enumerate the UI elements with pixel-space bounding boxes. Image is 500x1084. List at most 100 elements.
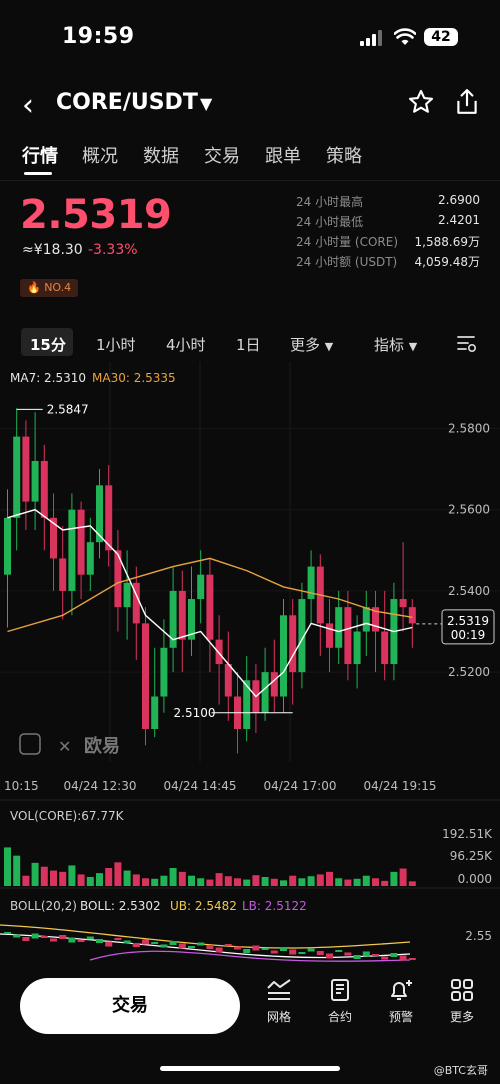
kline-chart[interactable]: MA7: 2.5310 MA30: 2.5335 2.5800 2.5600 2.540… bbox=[0, 362, 500, 962]
candle-body bbox=[261, 672, 269, 713]
candle-body bbox=[178, 590, 186, 640]
candle-body bbox=[96, 485, 103, 543]
tab-trade[interactable]: 交易 bbox=[204, 146, 240, 167]
boll-candle bbox=[22, 937, 30, 941]
boll-candle bbox=[326, 953, 333, 959]
more-caret-icon: ▼ bbox=[324, 340, 334, 353]
volume-bar bbox=[252, 875, 260, 886]
indicator-label: 指标 bbox=[374, 336, 405, 354]
boll-candle bbox=[344, 952, 352, 956]
volume-bar bbox=[68, 865, 76, 886]
candle-body bbox=[197, 574, 205, 600]
candle-body bbox=[22, 436, 30, 502]
ma7-line bbox=[7, 508, 413, 698]
candle-body bbox=[353, 631, 361, 665]
tab-market[interactable]: 行情 bbox=[22, 146, 58, 167]
boll-candle bbox=[399, 955, 407, 961]
trade-button[interactable]: 交易 bbox=[20, 978, 240, 1034]
boll-candle bbox=[123, 940, 131, 944]
candle-body bbox=[344, 607, 352, 665]
nav-more[interactable]: 更多 bbox=[437, 978, 487, 1025]
y-tick-label: 2.5600 bbox=[448, 503, 490, 517]
volume-bar bbox=[399, 868, 407, 886]
boll-ub-label: UB: 2.5482 bbox=[170, 899, 237, 913]
tab-active-indicator bbox=[24, 172, 52, 175]
cny-price: ≈¥18.30 bbox=[22, 242, 83, 258]
volume-bar bbox=[31, 862, 39, 886]
x-tick-label: 10:15 bbox=[4, 779, 39, 793]
boll-candle bbox=[40, 936, 48, 938]
more-label: 更多 bbox=[290, 336, 321, 354]
nav-alert[interactable]: 预警 bbox=[376, 978, 426, 1025]
share-icon[interactable] bbox=[454, 88, 480, 116]
y-tick-label: 2.5800 bbox=[448, 421, 490, 435]
candle-body bbox=[215, 639, 223, 665]
candle-body bbox=[77, 509, 85, 575]
volume-bar bbox=[105, 868, 113, 886]
status-time: 19:59 bbox=[62, 24, 135, 49]
boll-candle bbox=[68, 937, 76, 943]
volume-bar bbox=[40, 866, 48, 886]
boll-candle bbox=[132, 943, 140, 947]
pair-title[interactable]: CORE/USDT bbox=[56, 90, 198, 115]
indicator-menu[interactable]: 指标 ▼ bbox=[374, 334, 417, 355]
timeframe-more[interactable]: 更多 ▼ bbox=[290, 334, 333, 355]
volume-bar bbox=[59, 871, 67, 886]
candle-body bbox=[105, 485, 113, 551]
volume-bar bbox=[353, 878, 361, 886]
chart-settings-icon[interactable] bbox=[456, 334, 478, 354]
timeframe-1h[interactable]: 1小时 bbox=[96, 336, 136, 354]
stat-label: 24 小时最低 bbox=[296, 215, 364, 229]
candle-body bbox=[326, 623, 333, 648]
tab-overview[interactable]: 概况 bbox=[82, 146, 118, 167]
tab-data[interactable]: 数据 bbox=[143, 146, 179, 167]
nav-contract[interactable]: 合约 bbox=[315, 978, 365, 1025]
tab-copy[interactable]: 跟单 bbox=[265, 146, 301, 167]
boll-candle bbox=[13, 934, 21, 938]
boll-candle bbox=[372, 954, 379, 956]
wifi-icon bbox=[394, 28, 416, 45]
candle-body bbox=[224, 664, 232, 697]
boll-tick-label: 2.55 bbox=[465, 929, 492, 943]
boll-mid-label: BOLL: 2.5302 bbox=[80, 899, 161, 913]
stat-label: 24 小时最高 bbox=[296, 195, 364, 209]
nav-grid[interactable]: 网格 bbox=[254, 978, 304, 1025]
volume-bar bbox=[142, 878, 149, 886]
rank-badge[interactable]: 🔥 NO.4 bbox=[20, 279, 79, 297]
candle-body bbox=[243, 680, 251, 730]
boll-candle bbox=[105, 941, 113, 947]
nav-more-label: 更多 bbox=[449, 1010, 474, 1024]
back-icon[interactable]: ‹ bbox=[22, 88, 34, 123]
boll-candle bbox=[270, 950, 278, 954]
timeframe-1d[interactable]: 1日 bbox=[236, 336, 261, 354]
volume-bar bbox=[188, 875, 195, 886]
boll-candle bbox=[178, 943, 186, 949]
tab-strategy[interactable]: 策略 bbox=[326, 146, 362, 167]
stat-label: 24 小时额 (USDT) bbox=[296, 255, 398, 269]
volume-bar bbox=[335, 878, 343, 886]
volume-bar bbox=[316, 874, 324, 886]
boll-candle bbox=[206, 945, 214, 949]
volume-bar bbox=[132, 874, 140, 886]
pair-dropdown-icon[interactable]: ▼ bbox=[200, 94, 213, 113]
volume-bar bbox=[408, 881, 416, 886]
battery-indicator: 42 bbox=[424, 28, 458, 46]
volume-tick-label: 0.000 bbox=[458, 872, 492, 886]
candle-body bbox=[13, 436, 21, 518]
rank-text: NO.4 bbox=[44, 281, 72, 294]
candle-body bbox=[123, 582, 131, 608]
boll-candle bbox=[77, 940, 85, 942]
timeframe-15m[interactable]: 15分 bbox=[30, 336, 66, 354]
candle-body bbox=[270, 672, 278, 697]
candle-body bbox=[59, 558, 67, 591]
favorite-star-icon[interactable] bbox=[407, 88, 435, 116]
okx-logo-mark: ✕ bbox=[58, 737, 71, 756]
boll-candle bbox=[4, 932, 11, 934]
stat-value: 4,059.48万 bbox=[414, 255, 480, 269]
candle-body bbox=[169, 590, 177, 648]
candle-body bbox=[307, 566, 315, 600]
boll-candle bbox=[390, 953, 398, 957]
volume-bar bbox=[77, 874, 85, 886]
timeframe-4h[interactable]: 4小时 bbox=[166, 336, 206, 354]
boll-candle bbox=[280, 947, 287, 951]
